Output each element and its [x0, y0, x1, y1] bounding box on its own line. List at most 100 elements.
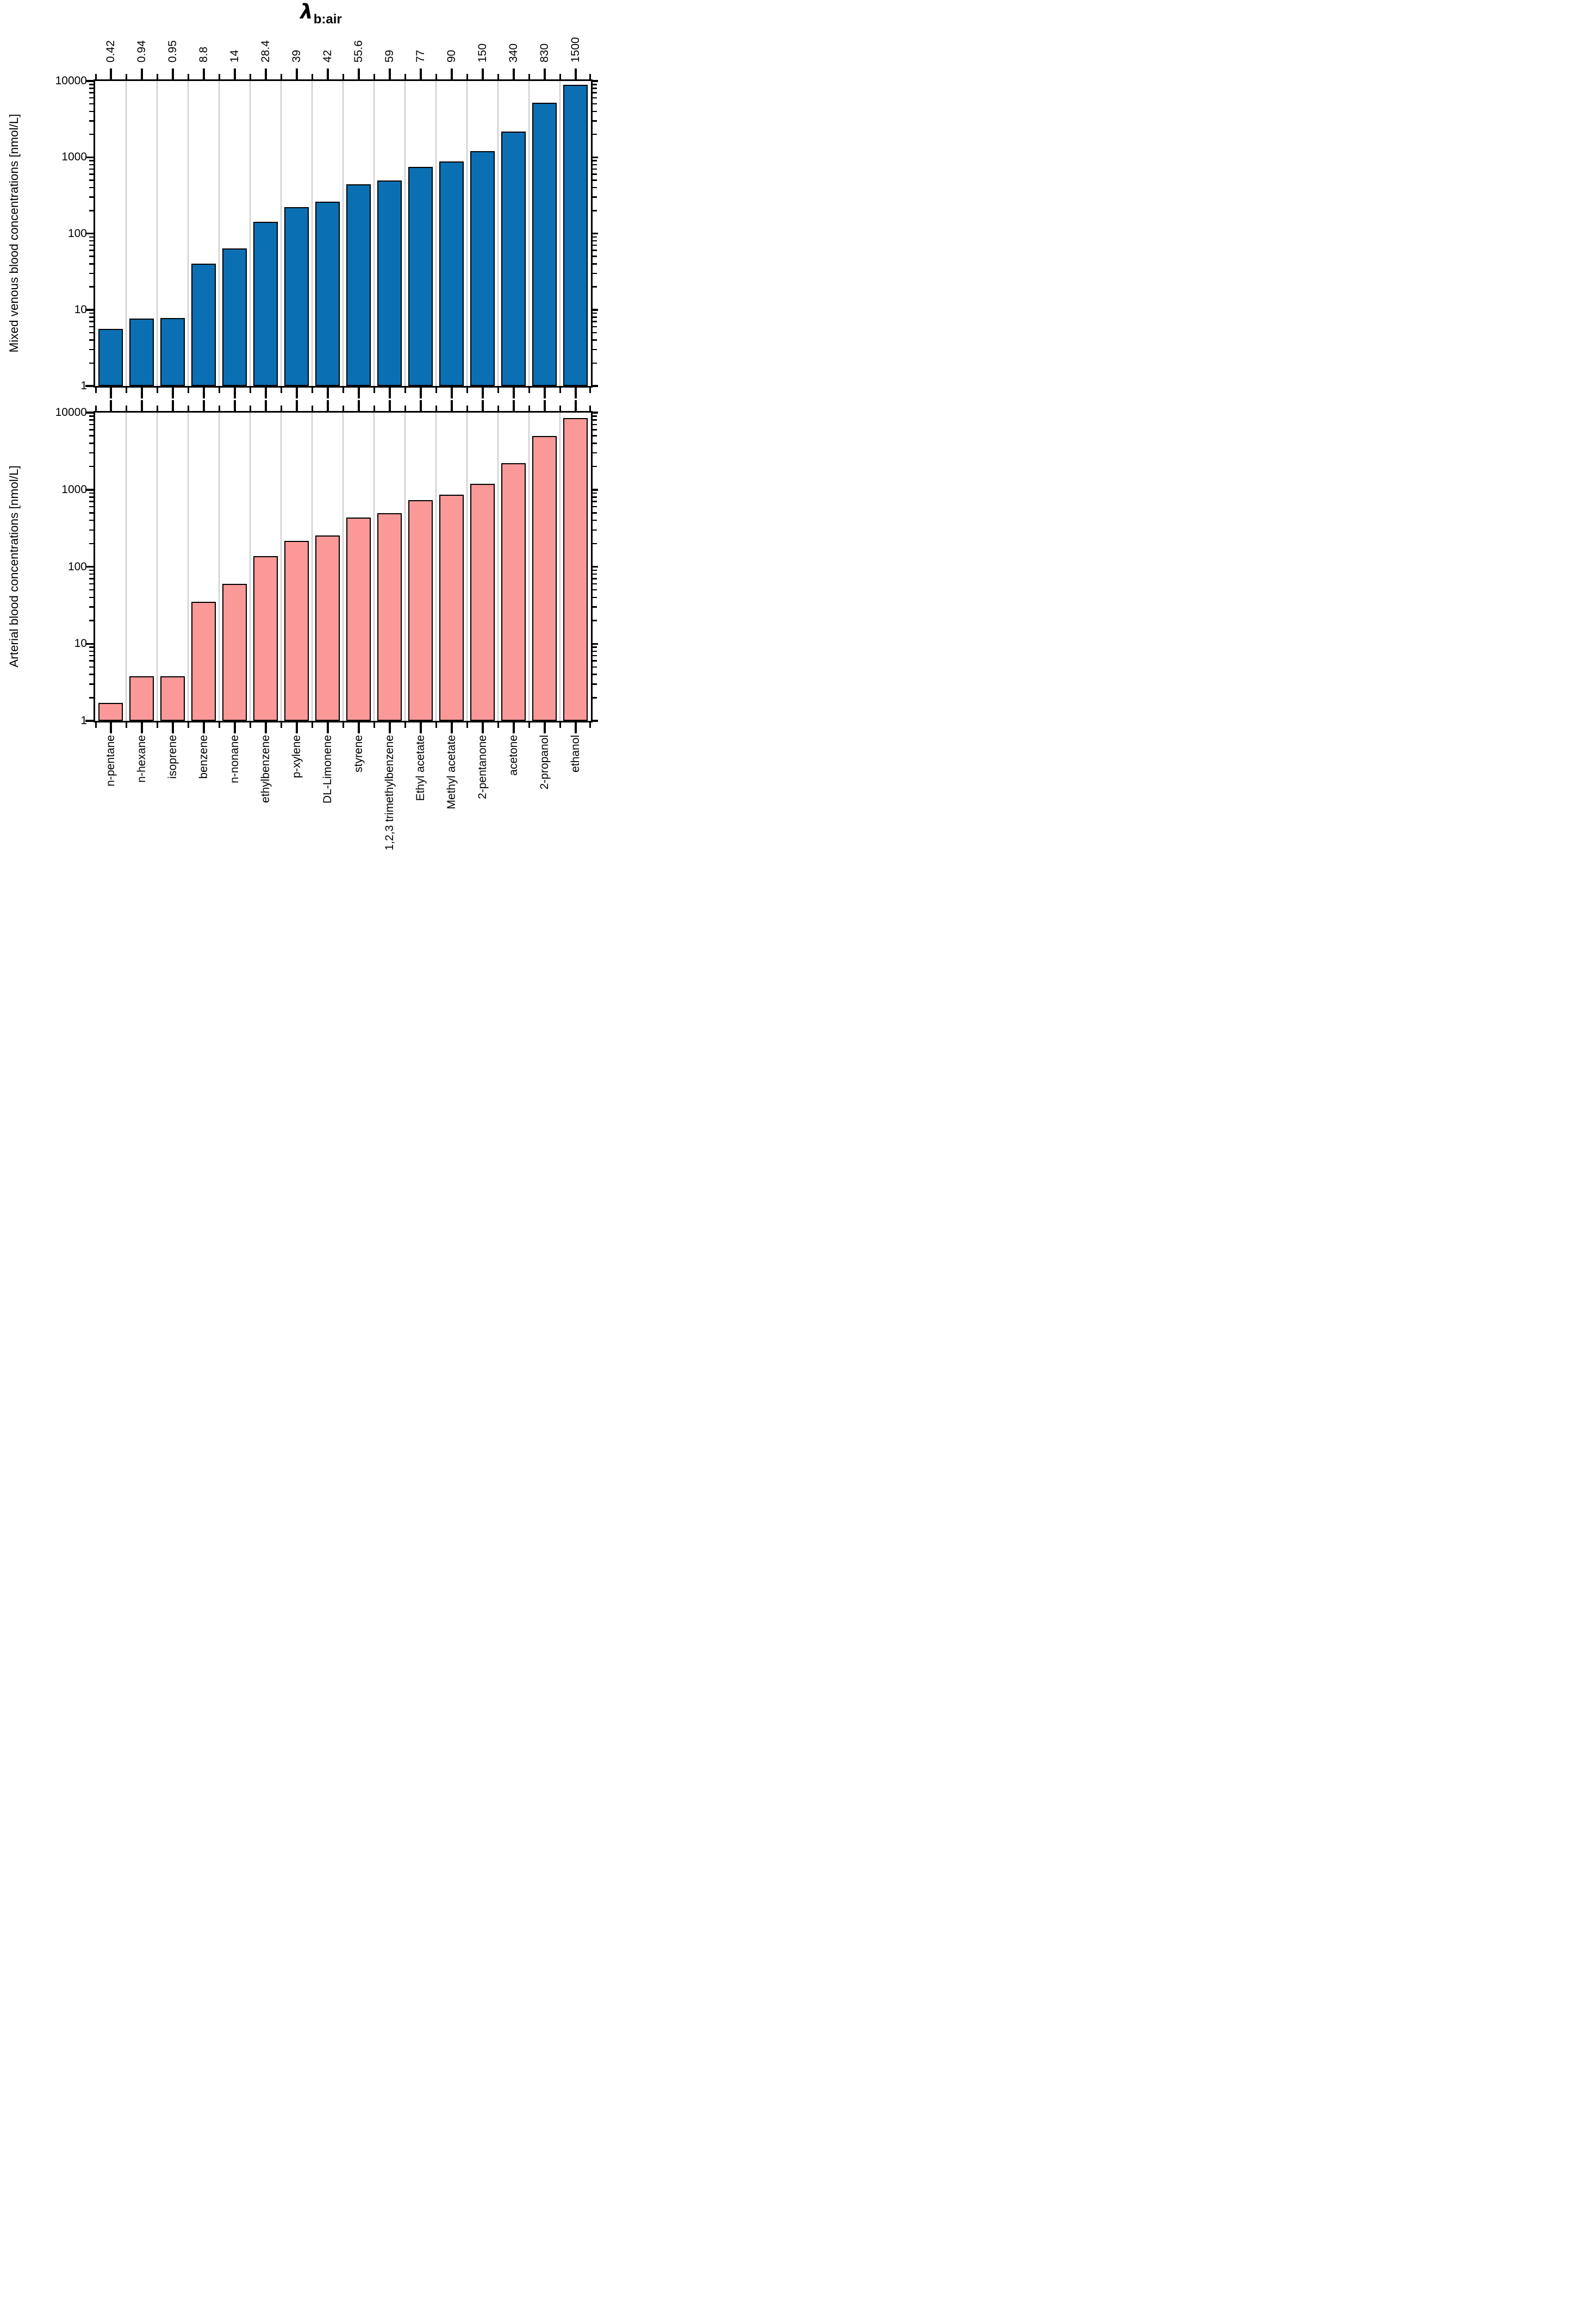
xtick-minor: [589, 388, 591, 393]
ytick-minor: [89, 196, 94, 198]
ytick-minor: [89, 423, 94, 426]
ytick-major-bottom-10: [593, 643, 598, 645]
ytick-minor: [593, 465, 597, 468]
xtick-major-top-2-propanol: [543, 68, 546, 79]
ytick-major-top-1: [85, 385, 94, 387]
ytick-minor: [89, 236, 94, 238]
ytick-label-bottom-1000: 1000: [61, 483, 87, 496]
xtick-minor: [404, 74, 406, 79]
figure: λb:air 0.42 0.94 0.95 8.8 14 28.4 39 42 55.6 59 77…: [0, 0, 598, 872]
ytick-minor: [89, 339, 94, 341]
plot-area-venous: [85, 68, 598, 398]
xtick-minor: [187, 406, 189, 411]
xtick-minor: [342, 388, 344, 393]
ytick-minor: [89, 88, 94, 89]
ytick-minor: [89, 244, 94, 246]
xtick-major-bottom-styrene: [357, 722, 360, 733]
gridline: [250, 413, 251, 721]
ytick-minor: [89, 596, 94, 599]
xtick-minor: [559, 406, 561, 411]
ytick-minor: [89, 589, 94, 591]
xtick-minor: [95, 406, 97, 411]
ytick-label-top-10: 10: [74, 303, 87, 316]
xtick-major-bottom-benzene: [202, 400, 205, 411]
ytick-minor: [593, 419, 597, 421]
ytick-major-top-10000: [85, 80, 94, 82]
xtick-major-top-methyl-acetate: [450, 68, 453, 79]
xtick-major-bottom-n-hexane: [140, 400, 143, 411]
xtick-minor: [125, 406, 127, 411]
xtick-major-bottom-isoprene: [171, 722, 174, 733]
ytick-minor: [593, 84, 597, 85]
ytick-minor: [593, 569, 597, 571]
ytick-major-top-1000: [85, 156, 94, 158]
xtick-major-bottom-n-nonane: [233, 400, 236, 411]
xtick-minor: [373, 74, 375, 79]
xtick-major-top-n-nonane: [233, 388, 236, 398]
gridline: [497, 413, 499, 721]
xtick-minor: [156, 388, 158, 393]
ytick-minor: [593, 362, 597, 364]
xtick-minor: [497, 74, 499, 79]
ytick-minor: [89, 543, 94, 545]
bar-top-1-2-3-trimethylbenzene: [377, 180, 402, 386]
ytick-minor: [593, 97, 597, 99]
ytick-minor: [89, 529, 94, 531]
xtick-major-bottom-acetone: [512, 400, 515, 411]
ytick-minor: [89, 316, 94, 318]
xtick-minor: [125, 388, 127, 393]
xtick-minor: [218, 388, 220, 393]
xtick-major-top-dl-limonene: [326, 388, 329, 398]
gridline: [157, 81, 158, 386]
xtick-major-top-n-pentane: [109, 68, 112, 79]
gridline: [373, 413, 375, 721]
xtick-minor: [342, 406, 344, 411]
ytick-major-bottom-100: [85, 565, 94, 568]
ytick-minor: [593, 196, 597, 198]
ytick-minor: [593, 596, 597, 599]
ytick-minor: [593, 415, 597, 417]
xtick-minor: [466, 74, 468, 79]
ytick-minor: [89, 650, 94, 652]
xtick-minor: [95, 388, 97, 393]
xtick-minor: [311, 74, 313, 79]
ytick-major-top-10: [593, 309, 598, 311]
ytick-minor: [89, 606, 94, 608]
xtick-minor: [435, 722, 437, 728]
gridline: [343, 413, 344, 721]
bar-top-2-propanol: [532, 102, 557, 386]
ytick-minor: [593, 606, 597, 608]
xtick-major-top-1-2-3-trimethylbenzene: [388, 68, 391, 79]
ytick-minor: [89, 332, 94, 334]
gridline: [373, 81, 375, 386]
ytick-minor: [89, 697, 94, 699]
gridline: [126, 81, 127, 386]
xtick-major-top-acetone: [512, 388, 515, 398]
xtick-major-bottom-dl-limonene: [326, 400, 329, 411]
ytick-minor: [593, 316, 597, 318]
ytick-minor: [89, 646, 94, 648]
xtick-minor: [342, 722, 344, 728]
xtick-major-bottom-ethyl-acetate: [419, 400, 422, 411]
gridline: [281, 413, 282, 721]
xtick-major-bottom-dl-limonene: [326, 722, 329, 733]
xtick-minor: [497, 406, 499, 411]
ytick-minor: [593, 423, 597, 426]
gridline: [466, 81, 468, 386]
ytick-minor: [593, 683, 597, 685]
ytick-major-bottom-1: [85, 720, 94, 722]
ytick-major-top-10000: [593, 80, 598, 82]
ytick-minor: [593, 332, 597, 334]
gridline: [404, 81, 406, 386]
bar-top-ethylbenzene: [253, 221, 278, 386]
ytick-minor: [593, 674, 597, 675]
ytick-minor: [89, 326, 94, 328]
gridline: [528, 413, 530, 721]
ytick-minor: [593, 321, 597, 322]
xtick-major-bottom-p-xylene: [295, 722, 298, 733]
ytick-minor: [593, 168, 597, 170]
xtick-major-bottom-2-propanol: [543, 722, 546, 733]
ytick-minor: [593, 88, 597, 89]
ytick-minor: [593, 186, 597, 189]
xtick-minor: [373, 406, 375, 411]
